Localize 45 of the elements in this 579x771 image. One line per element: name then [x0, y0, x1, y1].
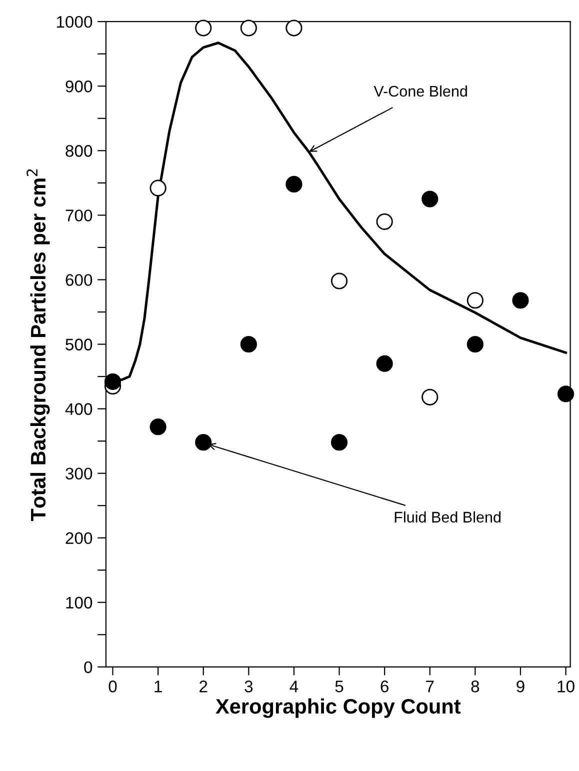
point — [150, 180, 166, 196]
point — [286, 176, 302, 193]
x-tick-label: 8 — [471, 680, 480, 692]
y-tick-label: 400 — [65, 403, 92, 415]
y-axis-title: Total Background Particles per cm$^{2}$ — [26, 169, 50, 521]
point — [466, 336, 484, 353]
y-tick-label: 800 — [66, 145, 92, 157]
point — [557, 386, 574, 402]
y-tick-label: 300 — [66, 468, 92, 480]
x-tick-label: 9 — [516, 680, 524, 692]
x-tick-label: 10 — [558, 680, 574, 692]
point — [240, 336, 257, 353]
x-tick-label: 0 — [108, 680, 117, 692]
x-tick-label: 5 — [335, 680, 344, 692]
point — [376, 213, 393, 230]
x-tick-label: 2 — [200, 680, 208, 692]
y-tick-label: 700 — [66, 210, 92, 222]
point — [195, 20, 212, 36]
point — [376, 355, 393, 372]
y-tick-label: 0 — [84, 661, 92, 674]
y-tick-label: 600 — [66, 274, 92, 286]
annotation: V-Cone Blend — [374, 85, 467, 97]
point — [512, 292, 529, 309]
point — [422, 388, 438, 406]
x-tick-label: 4 — [290, 680, 298, 692]
y-tick-label: 900 — [66, 80, 92, 92]
x-tick-label: 7 — [426, 680, 434, 692]
point — [330, 434, 348, 451]
point — [195, 434, 212, 451]
y-tick-label: 500 — [66, 338, 92, 350]
x-tick-label: 6 — [380, 680, 388, 692]
point — [240, 20, 257, 36]
point — [330, 272, 348, 290]
x-tick-label: 1 — [154, 680, 162, 692]
point — [466, 292, 484, 309]
point — [422, 190, 438, 208]
x-tick-label: 3 — [244, 680, 253, 692]
y-tick-label: 1000 — [56, 16, 92, 28]
annotation: Fluid Bed Blend — [394, 511, 501, 523]
point — [150, 418, 166, 436]
y-tick-label: 100 — [66, 596, 92, 609]
point — [286, 20, 302, 36]
x-axis-title: Xerographic Copy Count — [216, 698, 461, 718]
y-tick-label: 200 — [66, 532, 92, 544]
point — [104, 373, 122, 390]
